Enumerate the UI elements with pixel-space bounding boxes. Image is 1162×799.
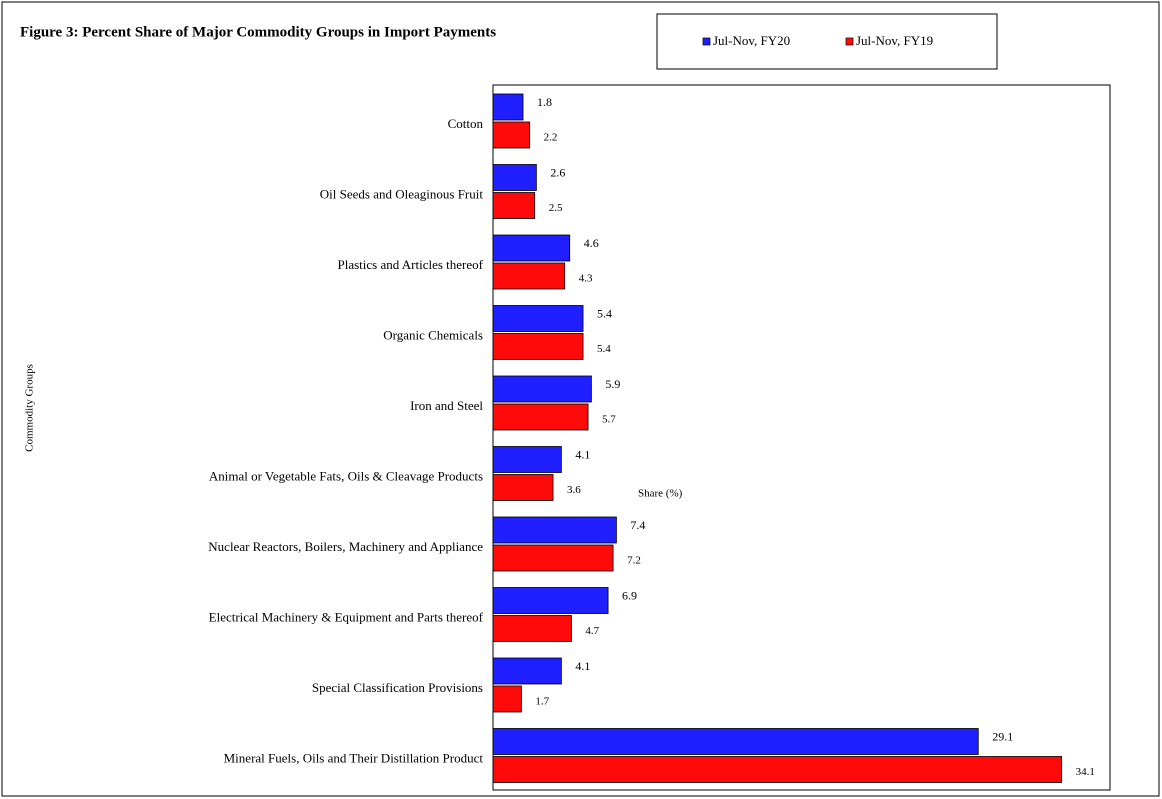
legend-box bbox=[656, 13, 998, 70]
bar bbox=[492, 728, 979, 755]
value-label: 3.6 bbox=[567, 484, 581, 496]
value-label: 6.9 bbox=[622, 588, 637, 602]
legend-label: Jul-Nov, FY19 bbox=[856, 33, 933, 48]
x-axis-label: Share (%) bbox=[638, 488, 683, 500]
y-tick-label: Plastics and Articles thereof bbox=[338, 257, 484, 272]
plot-frame bbox=[492, 84, 1111, 791]
bar bbox=[492, 305, 584, 332]
value-label: 4.1 bbox=[575, 659, 590, 673]
bar bbox=[492, 121, 531, 149]
value-label: 1.7 bbox=[535, 696, 549, 708]
y-tick-label: Animal or Vegetable Fats, Oils & Cleavag… bbox=[209, 468, 483, 483]
bar bbox=[492, 544, 614, 572]
bar bbox=[492, 164, 537, 191]
bar bbox=[492, 375, 592, 403]
bar bbox=[492, 587, 609, 614]
value-label: 4.3 bbox=[579, 273, 593, 285]
y-tick-label: Electrical Machinery & Equipment and Par… bbox=[209, 609, 484, 624]
bar bbox=[492, 403, 589, 431]
value-label: 7.2 bbox=[627, 555, 641, 567]
bar bbox=[492, 615, 572, 642]
value-label: 4.7 bbox=[585, 625, 599, 637]
bar bbox=[492, 474, 554, 501]
bar bbox=[492, 262, 566, 290]
value-label: 5.4 bbox=[597, 306, 612, 320]
bar bbox=[492, 756, 1063, 783]
value-label: 5.4 bbox=[597, 343, 611, 355]
y-tick-label: Iron and Steel bbox=[410, 398, 483, 413]
value-label: 1.8 bbox=[537, 95, 552, 109]
bar bbox=[492, 446, 562, 473]
bar bbox=[492, 685, 522, 713]
value-label: 7.4 bbox=[630, 518, 645, 532]
y-tick-label: Special Classification Provisions bbox=[312, 680, 483, 695]
chart-title: Figure 3: Percent Share of Major Commodi… bbox=[20, 24, 496, 40]
legend-label: Jul-Nov, FY20 bbox=[713, 33, 790, 48]
y-tick-label: Organic Chemicals bbox=[383, 327, 483, 342]
bar bbox=[492, 657, 562, 685]
value-label: 4.6 bbox=[584, 236, 599, 250]
bar bbox=[492, 192, 536, 219]
bar bbox=[492, 234, 571, 262]
legend-swatch bbox=[845, 37, 854, 46]
y-tick-label: Nuclear Reactors, Boilers, Machinery and… bbox=[208, 539, 483, 554]
legend-swatch bbox=[702, 37, 711, 46]
value-label: 2.6 bbox=[550, 165, 565, 179]
y-tick-label: Oil Seeds and Oleaginous Fruit bbox=[320, 186, 484, 201]
bar bbox=[492, 516, 617, 544]
value-label: 5.7 bbox=[602, 414, 616, 426]
y-axis-label: Commodity Groups bbox=[24, 364, 36, 452]
value-label: 29.1 bbox=[992, 729, 1013, 743]
y-tick-label: Cotton bbox=[448, 116, 484, 131]
value-label: 2.2 bbox=[544, 132, 558, 144]
y-tick-label: Mineral Fuels, Oils and Their Distillati… bbox=[224, 750, 484, 765]
bar bbox=[492, 333, 584, 360]
value-label: 2.5 bbox=[549, 202, 563, 214]
value-label: 5.9 bbox=[605, 377, 620, 391]
value-label: 4.1 bbox=[575, 447, 590, 461]
bar bbox=[492, 93, 524, 121]
value-label: 34.1 bbox=[1076, 766, 1095, 778]
